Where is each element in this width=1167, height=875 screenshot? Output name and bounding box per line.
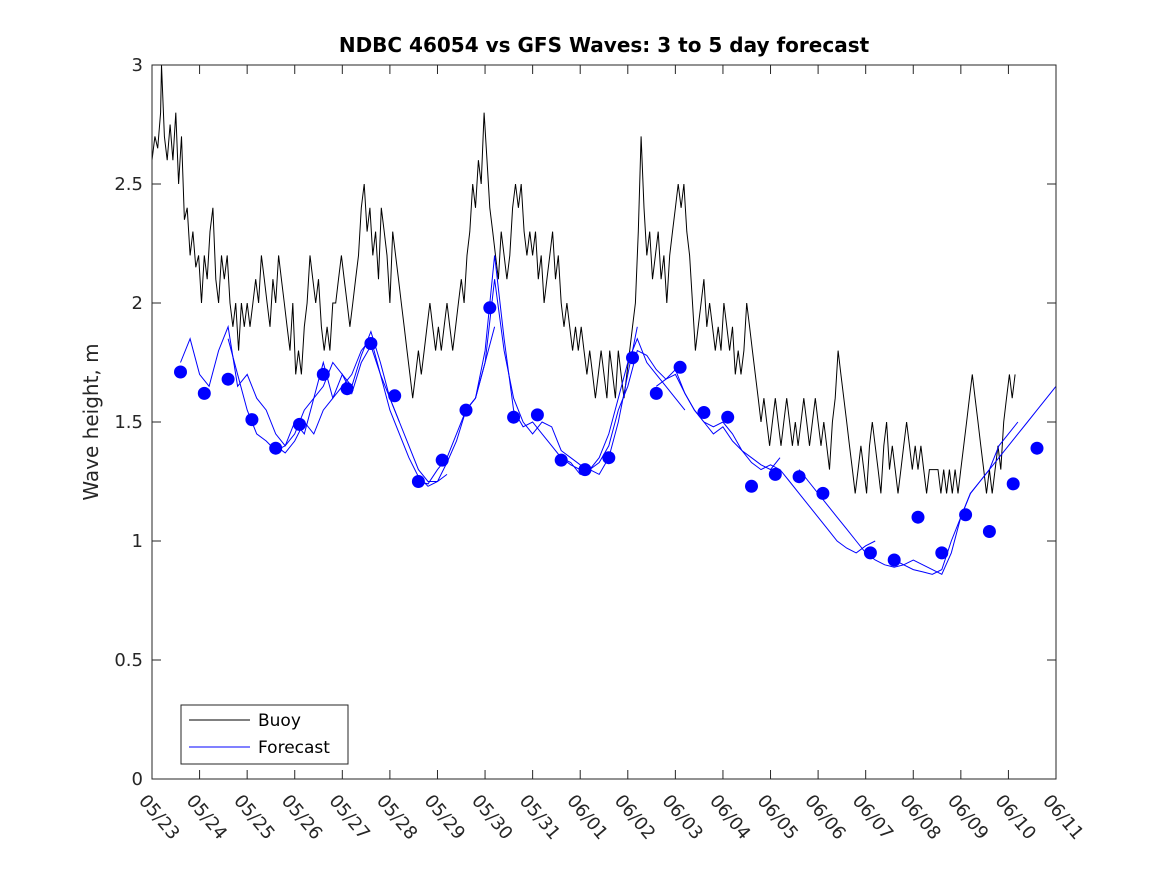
forecast-marker: [673, 360, 687, 374]
forecast-marker: [530, 408, 544, 422]
legend-forecast-label: Forecast: [258, 738, 330, 758]
forecast-marker: [197, 386, 211, 400]
forecast-line: [275, 326, 496, 487]
y-tick-label: 0: [132, 769, 143, 790]
forecast-marker: [982, 525, 996, 538]
forecast-marker: [887, 553, 901, 567]
y-axis-ticks: 0 0.5 1 1.5 2 2.5 3: [114, 55, 1056, 790]
buoy-series: [151, 64, 1016, 494]
forecast-line: [656, 368, 876, 554]
forecast-marker: [554, 453, 568, 467]
forecast-marker: [935, 546, 949, 560]
y-tick-label: 1: [132, 531, 143, 552]
y-axis-title: Wave height, m: [79, 343, 103, 500]
forecast-line: [180, 324, 400, 447]
forecast-marker: [483, 301, 497, 315]
y-tick-label: 1.5: [114, 412, 143, 433]
y-tick-label: 0.5: [114, 650, 143, 671]
chart-title: NDBC 46054 vs GFS Waves: 3 to 5 day fore…: [339, 33, 870, 57]
y-tick-label: 3: [132, 55, 143, 76]
forecast-marker: [293, 417, 306, 431]
legend-buoy-label: Buoy: [258, 711, 301, 731]
forecast-marker: [245, 413, 259, 427]
forecast-marker: [649, 386, 663, 400]
forecast-marker: [578, 463, 592, 477]
forecast-marker: [721, 410, 735, 424]
forecast-marker: [911, 510, 925, 524]
y-tick-label: 2.5: [114, 174, 143, 195]
forecast-marker: [1030, 441, 1044, 455]
forecast-marker: [435, 453, 449, 467]
forecast-marker: [269, 441, 283, 455]
forecast-marker: [221, 372, 235, 386]
forecast-marker: [768, 467, 782, 481]
forecast-marker: [388, 389, 402, 403]
forecast-marker: [959, 508, 973, 522]
forecast-line: [893, 385, 1057, 575]
plot-area: [152, 65, 1056, 779]
forecast-marker: [697, 406, 711, 419]
forecast-marker: [174, 365, 187, 379]
forecast-marker: [411, 475, 425, 488]
forecast-marker: [364, 337, 378, 350]
y-tick-label: 2: [132, 293, 143, 314]
forecast-marker: [316, 367, 330, 381]
forecast-line: [227, 330, 448, 482]
forecast-marker: [745, 479, 758, 493]
buoy-line: [151, 64, 1016, 494]
forecast-marker: [792, 470, 806, 484]
forecast-line: [418, 279, 638, 485]
forecast-markers: [174, 301, 1044, 567]
forecast-series: [180, 255, 1057, 575]
forecast-marker: [863, 546, 877, 560]
forecast-marker: [1006, 477, 1020, 491]
forecast-marker: [340, 382, 354, 396]
forecast-marker: [816, 486, 830, 500]
legend-box: [180, 704, 349, 765]
forecast-marker: [602, 451, 616, 465]
forecast-marker: [626, 351, 639, 365]
forecast-line: [465, 255, 686, 476]
forecast-marker: [507, 410, 521, 424]
forecast-marker: [459, 403, 473, 417]
legend: Buoy Forecast: [180, 704, 349, 765]
